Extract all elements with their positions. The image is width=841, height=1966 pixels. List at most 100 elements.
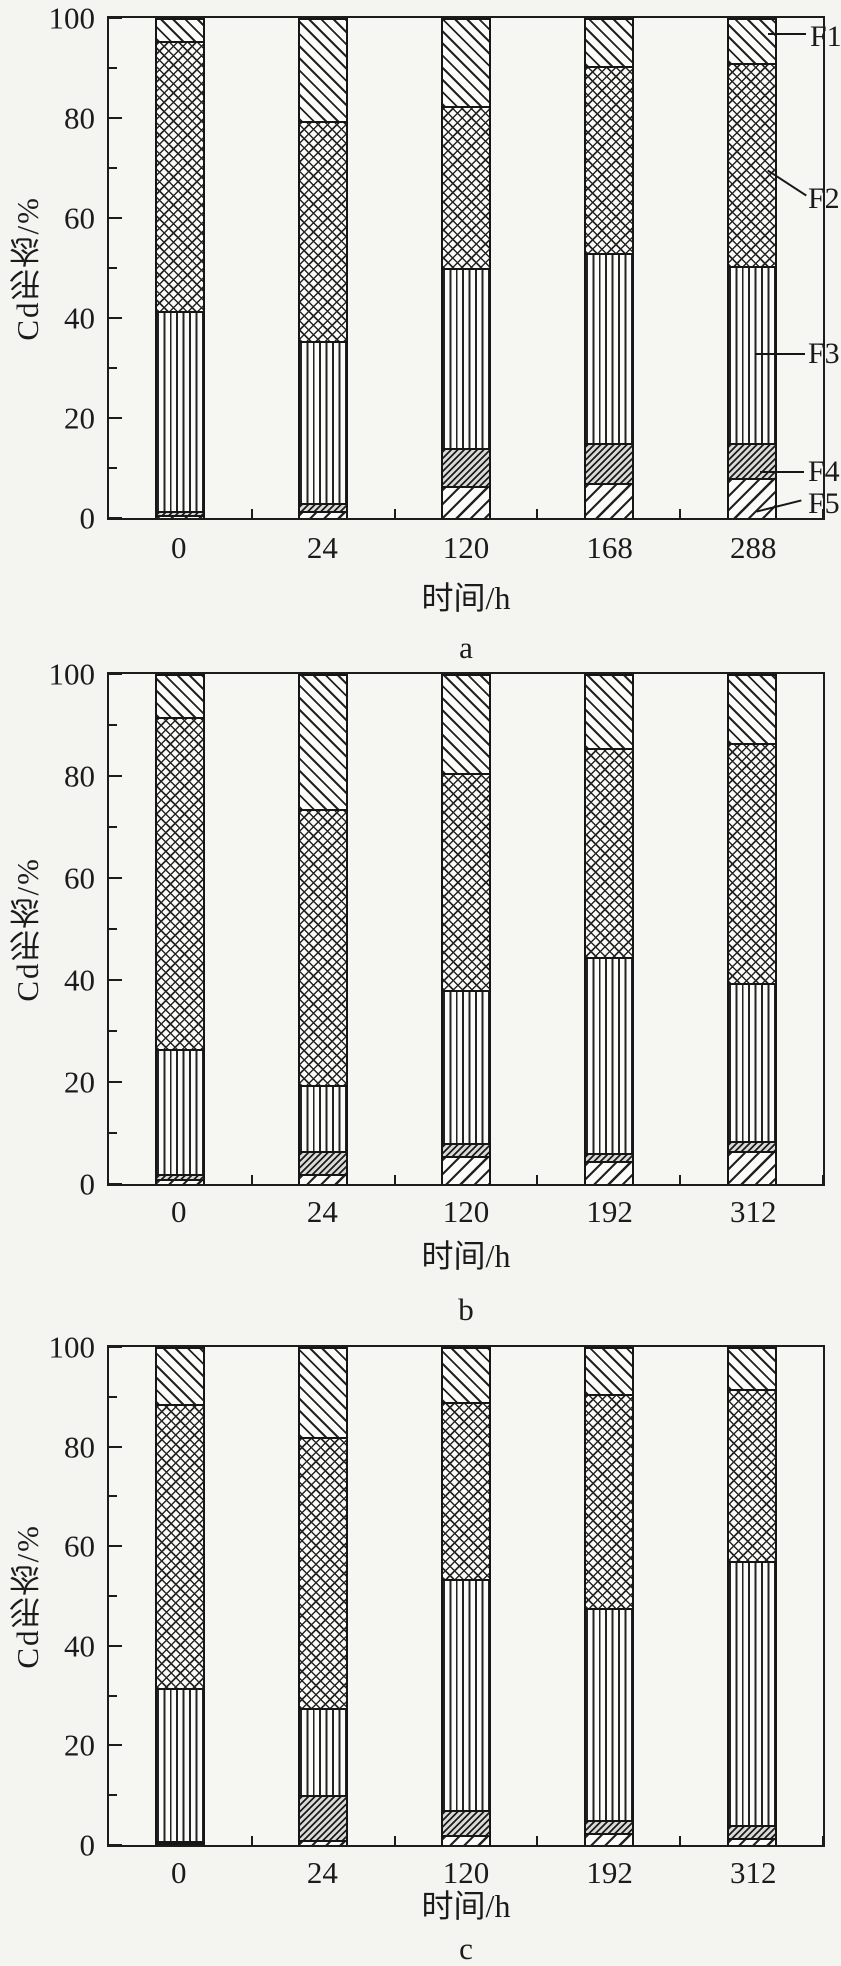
- bar-segment-f3: [157, 1688, 204, 1842]
- legend-label-f5: F5: [808, 487, 840, 520]
- y-tick-label: 100: [48, 0, 96, 36]
- stacked-bar: [583, 18, 634, 518]
- y-major-tick: [109, 517, 122, 519]
- legend-label-f4: F4: [808, 455, 840, 488]
- y-major-tick: [109, 979, 122, 981]
- subplot-letter: c: [459, 1931, 473, 1966]
- bar-segment-f4: [585, 443, 632, 483]
- bar-segment-f5: [157, 1178, 204, 1184]
- bar-segment-f1: [585, 18, 632, 66]
- y-tick-label: 20: [64, 1727, 95, 1763]
- y-tick-label: 60: [64, 1528, 95, 1564]
- y-major-tick: [109, 417, 122, 419]
- bar-segment-f5: [728, 478, 775, 518]
- bar-segment-f5: [585, 483, 632, 518]
- x-minor-tick: [822, 1175, 824, 1184]
- x-tick-label: 312: [729, 1855, 777, 1890]
- y-major-tick: [109, 1183, 122, 1185]
- y-major-tick: [109, 1445, 122, 1448]
- y-major-tick: [109, 877, 122, 879]
- bar-segment-f3: [728, 1561, 775, 1826]
- bar-segment-f4: [157, 510, 204, 515]
- y-axis-title-wrap: Cd形态/%: [4, 1345, 50, 1847]
- bar-segment-f2: [157, 1404, 204, 1689]
- stacked-bar: [441, 1347, 491, 1845]
- legend-leader-f4: [760, 471, 804, 473]
- y-minor-tick: [109, 267, 117, 269]
- bar-segment-f5: [585, 1161, 632, 1184]
- y-tick-label: 60: [64, 860, 95, 896]
- bar-segment-f2: [728, 742, 775, 983]
- plot-area: 0 20 40 60 80 100: [49, 3, 825, 534]
- bar-segment-f3: [585, 1608, 632, 1821]
- bar-segment-f3: [300, 340, 347, 503]
- y-tick-label: 100: [48, 1329, 96, 1365]
- x-tick-label: 0: [171, 530, 187, 565]
- y-major-tick: [109, 117, 122, 119]
- y-minor-tick: [109, 67, 117, 69]
- y-tick-label: 60: [64, 200, 95, 236]
- bar-segment-f5: [157, 514, 204, 518]
- bar-segment-f5: [300, 1840, 347, 1845]
- y-tick-label: 40: [64, 300, 95, 336]
- y-tick-label: 100: [48, 656, 96, 692]
- stacked-bar: [298, 18, 349, 518]
- bar-segment-f2: [443, 773, 489, 991]
- bar-segment-f4: [443, 1810, 489, 1836]
- x-minor-tick: [250, 1175, 253, 1184]
- bar-segment-f4: [585, 1153, 632, 1162]
- bar-segment-f5: [728, 1150, 775, 1184]
- bar-segment-f2: [443, 105, 489, 268]
- bar-segment-f3: [300, 1708, 347, 1796]
- bar-segment-f5: [300, 510, 347, 518]
- stacked-bar: [155, 18, 206, 518]
- bar-segment-f5: [728, 1837, 775, 1845]
- y-major-tick: [109, 217, 122, 219]
- plot-area: 0 20 40 60 80 100: [49, 659, 825, 1200]
- x-axis-title: 时间/h: [421, 1888, 511, 1924]
- bar-segment-f3: [585, 957, 632, 1154]
- bar-segment-f1: [157, 674, 204, 718]
- subplot-letter: b: [458, 1292, 474, 1327]
- x-tick-label: 0: [171, 1855, 187, 1890]
- subplot-letter: a: [459, 630, 473, 665]
- y-major-tick: [109, 1744, 122, 1747]
- y-minor-tick: [109, 1495, 117, 1498]
- x-minor-tick: [822, 1836, 824, 1845]
- bar-segment-f4: [300, 1150, 347, 1174]
- bar-segment-f1: [585, 674, 632, 748]
- bar-segment-f3: [300, 1084, 347, 1151]
- bar-segment-f5: [443, 1835, 489, 1845]
- y-tick-label: 80: [64, 758, 95, 794]
- bar-segment-f2: [585, 747, 632, 958]
- x-minor-tick: [250, 1836, 253, 1845]
- bar-segment-f3: [443, 268, 489, 448]
- stacked-bar: [441, 674, 491, 1184]
- bar-segment-f3: [443, 1578, 489, 1811]
- bar-segment-f1: [300, 674, 347, 810]
- y-minor-tick: [109, 928, 117, 930]
- x-tick-label: 120: [442, 1194, 490, 1229]
- y-tick-label: 40: [64, 1628, 95, 1664]
- y-tick-label: 40: [64, 962, 95, 998]
- bar-segment-f4: [157, 1173, 204, 1179]
- x-tick-label: 168: [586, 530, 633, 565]
- y-tick-label: 0: [79, 500, 96, 536]
- y-major-tick: [109, 1644, 122, 1647]
- bar-segment-f1: [443, 18, 489, 106]
- y-axis-title: Cd形态/%: [9, 1523, 45, 1669]
- bar-segment-f1: [728, 674, 775, 743]
- y-major-tick: [109, 317, 122, 319]
- x-tick-label: 24: [306, 530, 338, 565]
- y-tick-label: 20: [64, 1064, 95, 1100]
- bar-segment-f4: [585, 1820, 632, 1833]
- bar-segment-f1: [157, 1347, 204, 1405]
- y-minor-tick: [109, 724, 117, 726]
- y-tick-label: 80: [64, 1429, 95, 1465]
- y-tick-label: 20: [64, 400, 95, 436]
- bar-segment-f2: [157, 717, 204, 1049]
- y-minor-tick: [109, 167, 117, 169]
- y-axis-title: Cd形态/%: [9, 856, 45, 1002]
- x-minor-tick: [822, 509, 824, 518]
